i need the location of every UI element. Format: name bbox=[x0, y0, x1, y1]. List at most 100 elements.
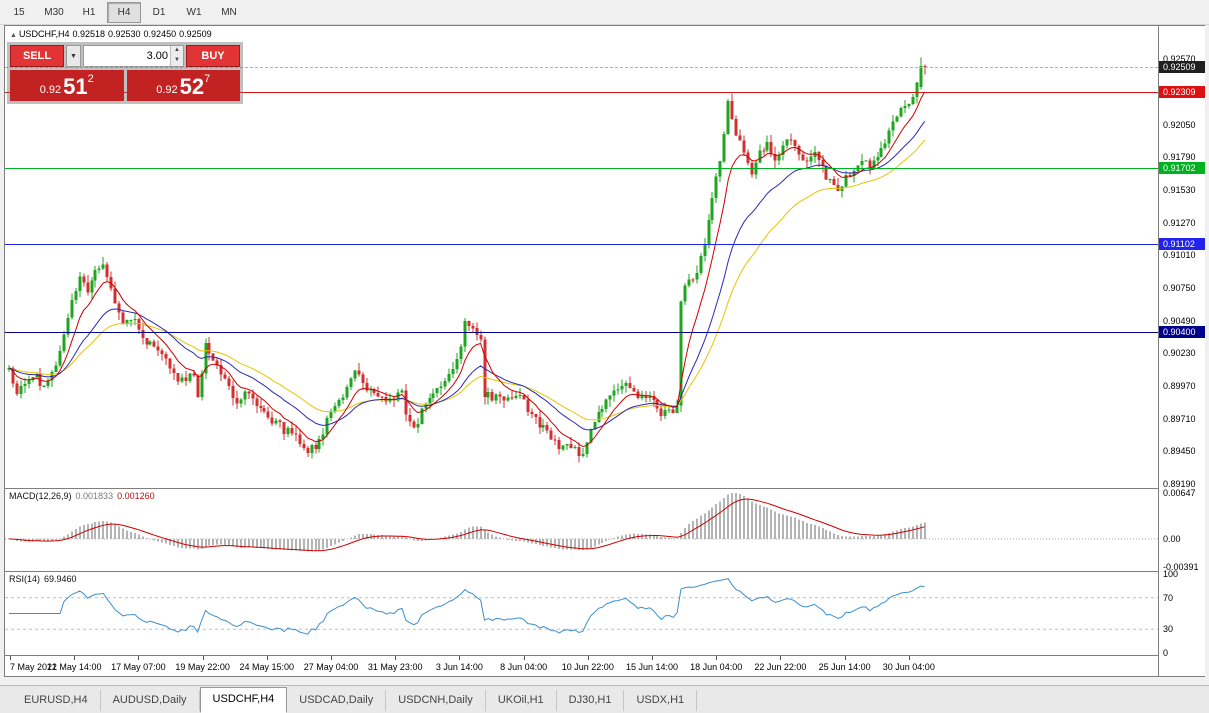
ask-big-figure: 0.92 bbox=[156, 84, 178, 96]
timeframe-button-15[interactable]: 15 bbox=[13, 6, 25, 18]
time-axis-label: 25 Jun 14:00 bbox=[818, 662, 871, 672]
time-axis-label: 3 Jun 14:00 bbox=[435, 662, 483, 672]
candlestick-chart[interactable] bbox=[5, 26, 1158, 488]
price-axis-label: 0.92570 bbox=[1163, 54, 1196, 65]
rsi-indicator-label: RSI(14) 69.9460 bbox=[9, 574, 81, 584]
time-axis-tick bbox=[523, 656, 525, 660]
time-axis-tick bbox=[202, 656, 204, 660]
price-axis-label: 0.91270 bbox=[1163, 217, 1196, 228]
macd-axis-label: 0.00647 bbox=[1163, 487, 1196, 498]
time-axis-tick bbox=[716, 656, 718, 660]
tab-dj30-h1[interactable]: DJ30,H1 bbox=[557, 690, 625, 711]
macd-main-value: 0.001833 bbox=[75, 491, 114, 501]
timeframe-button-w1[interactable]: W1 bbox=[186, 6, 202, 18]
time-axis-label: 15 Jun 14:00 bbox=[625, 662, 679, 672]
time-axis-tick bbox=[908, 656, 910, 660]
price-axis-label: 0.91010 bbox=[1163, 250, 1196, 261]
time-axis-tick bbox=[587, 656, 589, 660]
volume-input[interactable] bbox=[84, 46, 170, 66]
time-axis-label: 17 May 07:00 bbox=[111, 662, 166, 672]
time-axis-label: 24 May 15:00 bbox=[239, 662, 295, 672]
price-axis-label: 0.89970 bbox=[1163, 380, 1196, 391]
macd-signal-value: 0.001260 bbox=[117, 491, 155, 501]
tab-usdx-h1[interactable]: USDX,H1 bbox=[624, 690, 698, 711]
tab-ukoil-h1[interactable]: UKOil,H1 bbox=[486, 690, 557, 711]
time-axis-label: 27 May 04:00 bbox=[303, 662, 359, 672]
rsi-value: 69.9460 bbox=[44, 574, 77, 584]
volume-decrease-button[interactable]: ▼ bbox=[171, 56, 183, 66]
price-axis-label: 0.90750 bbox=[1163, 282, 1196, 293]
bid-price-display[interactable]: 0.92 51 2 bbox=[10, 70, 124, 101]
price-line-badge: 0.90400 bbox=[1159, 326, 1205, 338]
macd-indicator-label: MACD(12,26,9) 0.001833 0.001260 bbox=[9, 491, 159, 501]
chart-ohlc-title: ▲ USDCHF,H4 0.92518 0.92530 0.92450 0.92509 bbox=[10, 29, 215, 39]
ohlc-low: 0.92450 bbox=[143, 29, 177, 39]
time-axis-tick bbox=[266, 656, 268, 660]
horizontal-line[interactable] bbox=[5, 332, 1158, 333]
horizontal-line[interactable] bbox=[5, 168, 1158, 169]
time-axis-tick bbox=[10, 656, 11, 660]
timeframe-button-m30[interactable]: M30 bbox=[44, 6, 64, 18]
time-axis-label: 12 May 14:00 bbox=[46, 662, 102, 672]
timeframe-button-d1[interactable]: D1 bbox=[152, 6, 166, 18]
bid-pips: 51 bbox=[63, 74, 88, 99]
rsi-chart bbox=[5, 578, 1158, 635]
time-axis-label: 7 May 2021 bbox=[10, 662, 58, 672]
timeframe-button-h1[interactable]: H1 bbox=[82, 6, 96, 18]
tab-usdcad-daily[interactable]: USDCAD,Daily bbox=[287, 690, 387, 711]
macd-chart bbox=[5, 492, 1158, 552]
tab-usdchf-h4[interactable]: USDCHF,H4 bbox=[199, 687, 288, 713]
time-axis[interactable]: 7 May 2021 12 May 14:00 17 May 07:00 19 May… bbox=[5, 656, 1158, 676]
rsi-pane[interactable]: RSI(14) 69.9460 bbox=[5, 572, 1158, 656]
time-axis-tick bbox=[780, 656, 782, 660]
current-price-badge: 0.92509 bbox=[1159, 61, 1205, 73]
buy-button[interactable]: BUY bbox=[186, 45, 240, 67]
price-chart-pane[interactable]: ▲ USDCHF,H4 0.92518 0.92530 0.92450 0.92509 S… bbox=[5, 26, 1158, 489]
time-axis-label: 31 May 23:00 bbox=[367, 662, 423, 672]
macd-axis-label: 0.00 bbox=[1163, 533, 1181, 544]
time-axis-label: 22 Jun 22:00 bbox=[754, 662, 807, 672]
time-axis-tick bbox=[395, 656, 397, 660]
chart-tabs-bar: EURUSD,H4 AUDUSD,Daily USDCHF,H4 USDCAD,Dai… bbox=[0, 685, 1209, 713]
macd-pane[interactable]: MACD(12,26,9) 0.001833 0.001260 bbox=[5, 489, 1158, 572]
rsi-axis-label: 70 bbox=[1163, 592, 1174, 603]
one-click-collapse-icon[interactable]: ▲ bbox=[10, 32, 17, 39]
ask-price-display[interactable]: 0.92 52 7 bbox=[126, 70, 240, 101]
rsi-axis-label: 30 bbox=[1163, 624, 1174, 635]
chevron-down-icon: ▼ bbox=[70, 52, 77, 60]
price-axis-label: 0.89450 bbox=[1163, 446, 1196, 457]
time-axis-tick bbox=[459, 656, 461, 660]
time-axis-label: 18 Jun 04:00 bbox=[690, 662, 743, 672]
horizontal-line[interactable] bbox=[5, 92, 1158, 93]
timeframe-toolbar: 15 M30 H1 H4 D1 W1 MN bbox=[0, 0, 1209, 25]
volume-dropdown-button[interactable]: ▼ bbox=[66, 45, 81, 67]
tab-eurusd-h4[interactable]: EURUSD,H4 bbox=[12, 690, 101, 711]
volume-field: ▲ ▼ bbox=[83, 45, 184, 67]
ohlc-open: 0.92518 bbox=[72, 29, 105, 39]
tab-usdcnh-daily[interactable]: USDCNH,Daily bbox=[386, 690, 486, 711]
macd-axis-label: -0.00391 bbox=[1163, 561, 1199, 572]
sell-button[interactable]: SELL bbox=[10, 45, 64, 67]
price-axis-label: 0.92050 bbox=[1163, 119, 1196, 130]
price-line-badge: 0.91102 bbox=[1159, 238, 1205, 250]
time-axis-label: 10 Jun 22:00 bbox=[561, 662, 614, 672]
time-axis-tick bbox=[331, 656, 332, 660]
price-axis-label: 0.89190 bbox=[1163, 478, 1196, 489]
time-axis-label: 30 Jun 04:00 bbox=[882, 662, 935, 672]
rsi-axis-label: 100 bbox=[1163, 569, 1179, 579]
timeframe-button-h4[interactable]: H4 bbox=[107, 1, 141, 23]
price-axis[interactable]: 0.92570 0.92050 0.91790 0.91530 0.91270 0.910… bbox=[1158, 26, 1205, 676]
ohlc-close: 0.92509 bbox=[179, 29, 212, 39]
bid-pipette: 2 bbox=[87, 73, 94, 85]
time-axis-label: 19 May 22:00 bbox=[175, 662, 230, 672]
ask-pipette: 7 bbox=[204, 73, 211, 85]
volume-increase-button[interactable]: ▲ bbox=[171, 46, 183, 56]
tab-audusd-daily[interactable]: AUDUSD,Daily bbox=[101, 690, 200, 711]
time-axis-tick bbox=[652, 656, 653, 660]
horizontal-line[interactable] bbox=[5, 244, 1158, 245]
timeframe-button-mn[interactable]: MN bbox=[221, 6, 237, 18]
bid-big-figure: 0.92 bbox=[39, 84, 62, 96]
ask-pips: 52 bbox=[179, 74, 205, 99]
